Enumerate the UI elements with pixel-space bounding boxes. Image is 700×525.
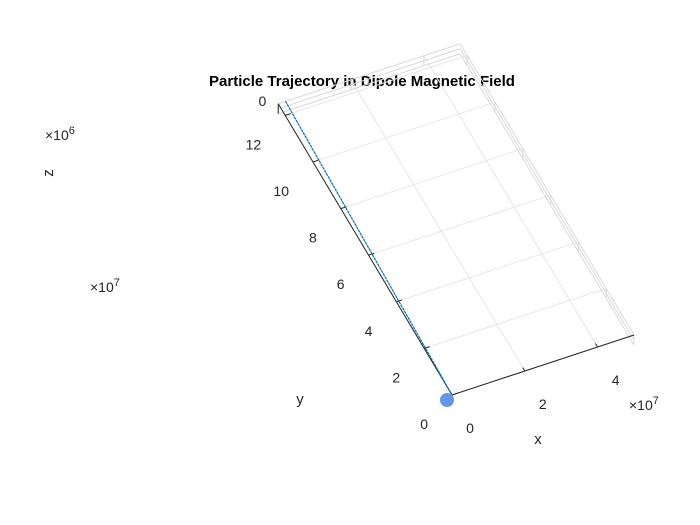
side-wall-line (459, 48, 635, 341)
x-exponent-base: ×10 (629, 397, 653, 413)
y-exponent-base: ×10 (90, 279, 114, 295)
x-axis-label: x (534, 431, 542, 448)
y-tick-label: 8 (309, 230, 317, 246)
x-tick-label: 0 (466, 420, 474, 436)
y-tick-label: 6 (337, 276, 345, 292)
x-axis-line (451, 334, 635, 396)
y-tick-label: 12 (246, 136, 262, 152)
side-wall-line (459, 53, 635, 346)
z-tick-label: 0 (258, 93, 266, 109)
y-axis-label: y (296, 391, 304, 408)
back-wall-line (278, 48, 461, 110)
back-wall-line (278, 43, 461, 105)
x-exponent-label: ×107 (629, 395, 659, 413)
trajectory-layer (285, 101, 453, 396)
y-tick-mark (396, 299, 403, 303)
x-tick-label: 2 (539, 396, 547, 412)
y-tick-mark (451, 392, 458, 396)
start-marker (440, 393, 454, 407)
x-tick-mark (595, 343, 599, 348)
z-exponent-power: 6 (69, 125, 75, 137)
y-tick-labels: 0 2 4 6 8 10 12 (246, 136, 429, 432)
y-tick-label: 4 (365, 323, 373, 339)
y-tick-label: 2 (392, 369, 400, 385)
z-axis-label: z (40, 169, 57, 177)
y-axis-line (277, 103, 453, 396)
z-exponent-base: ×10 (45, 127, 69, 143)
y-tick-label: 10 (273, 183, 289, 199)
y-tick-mark (285, 113, 291, 116)
grid-line-y (368, 194, 551, 256)
y-tick-mark (368, 252, 375, 256)
grid-line-y (340, 148, 523, 210)
marker-layer (440, 393, 454, 407)
grid-line-y (396, 241, 579, 303)
z-tick-labels: 0 (258, 93, 266, 109)
y-tick-label: 0 (420, 416, 428, 432)
z-exponent-label: ×106 (45, 125, 75, 143)
y-exponent-power: 7 (114, 277, 120, 289)
y-exponent-label: ×107 (90, 277, 120, 295)
x-tick-label: 4 (612, 372, 620, 388)
x-tick-mark (522, 367, 526, 372)
side-wall-line (459, 43, 635, 336)
axes-3d[interactable]: 0 2 4 0 2 4 6 8 10 12 0 (246, 43, 635, 436)
grid-line-y (285, 54, 468, 116)
grid-line-x (350, 79, 526, 372)
grid-line-x (423, 55, 599, 348)
back-wall-line (278, 53, 461, 115)
trajectory-line (285, 101, 453, 396)
x-tick-labels: 0 2 4 (466, 372, 620, 436)
y-tick-mark (312, 159, 319, 163)
x-exponent-power: 7 (653, 395, 659, 407)
grid-line-y (424, 287, 607, 349)
grid-line-y (312, 101, 496, 163)
